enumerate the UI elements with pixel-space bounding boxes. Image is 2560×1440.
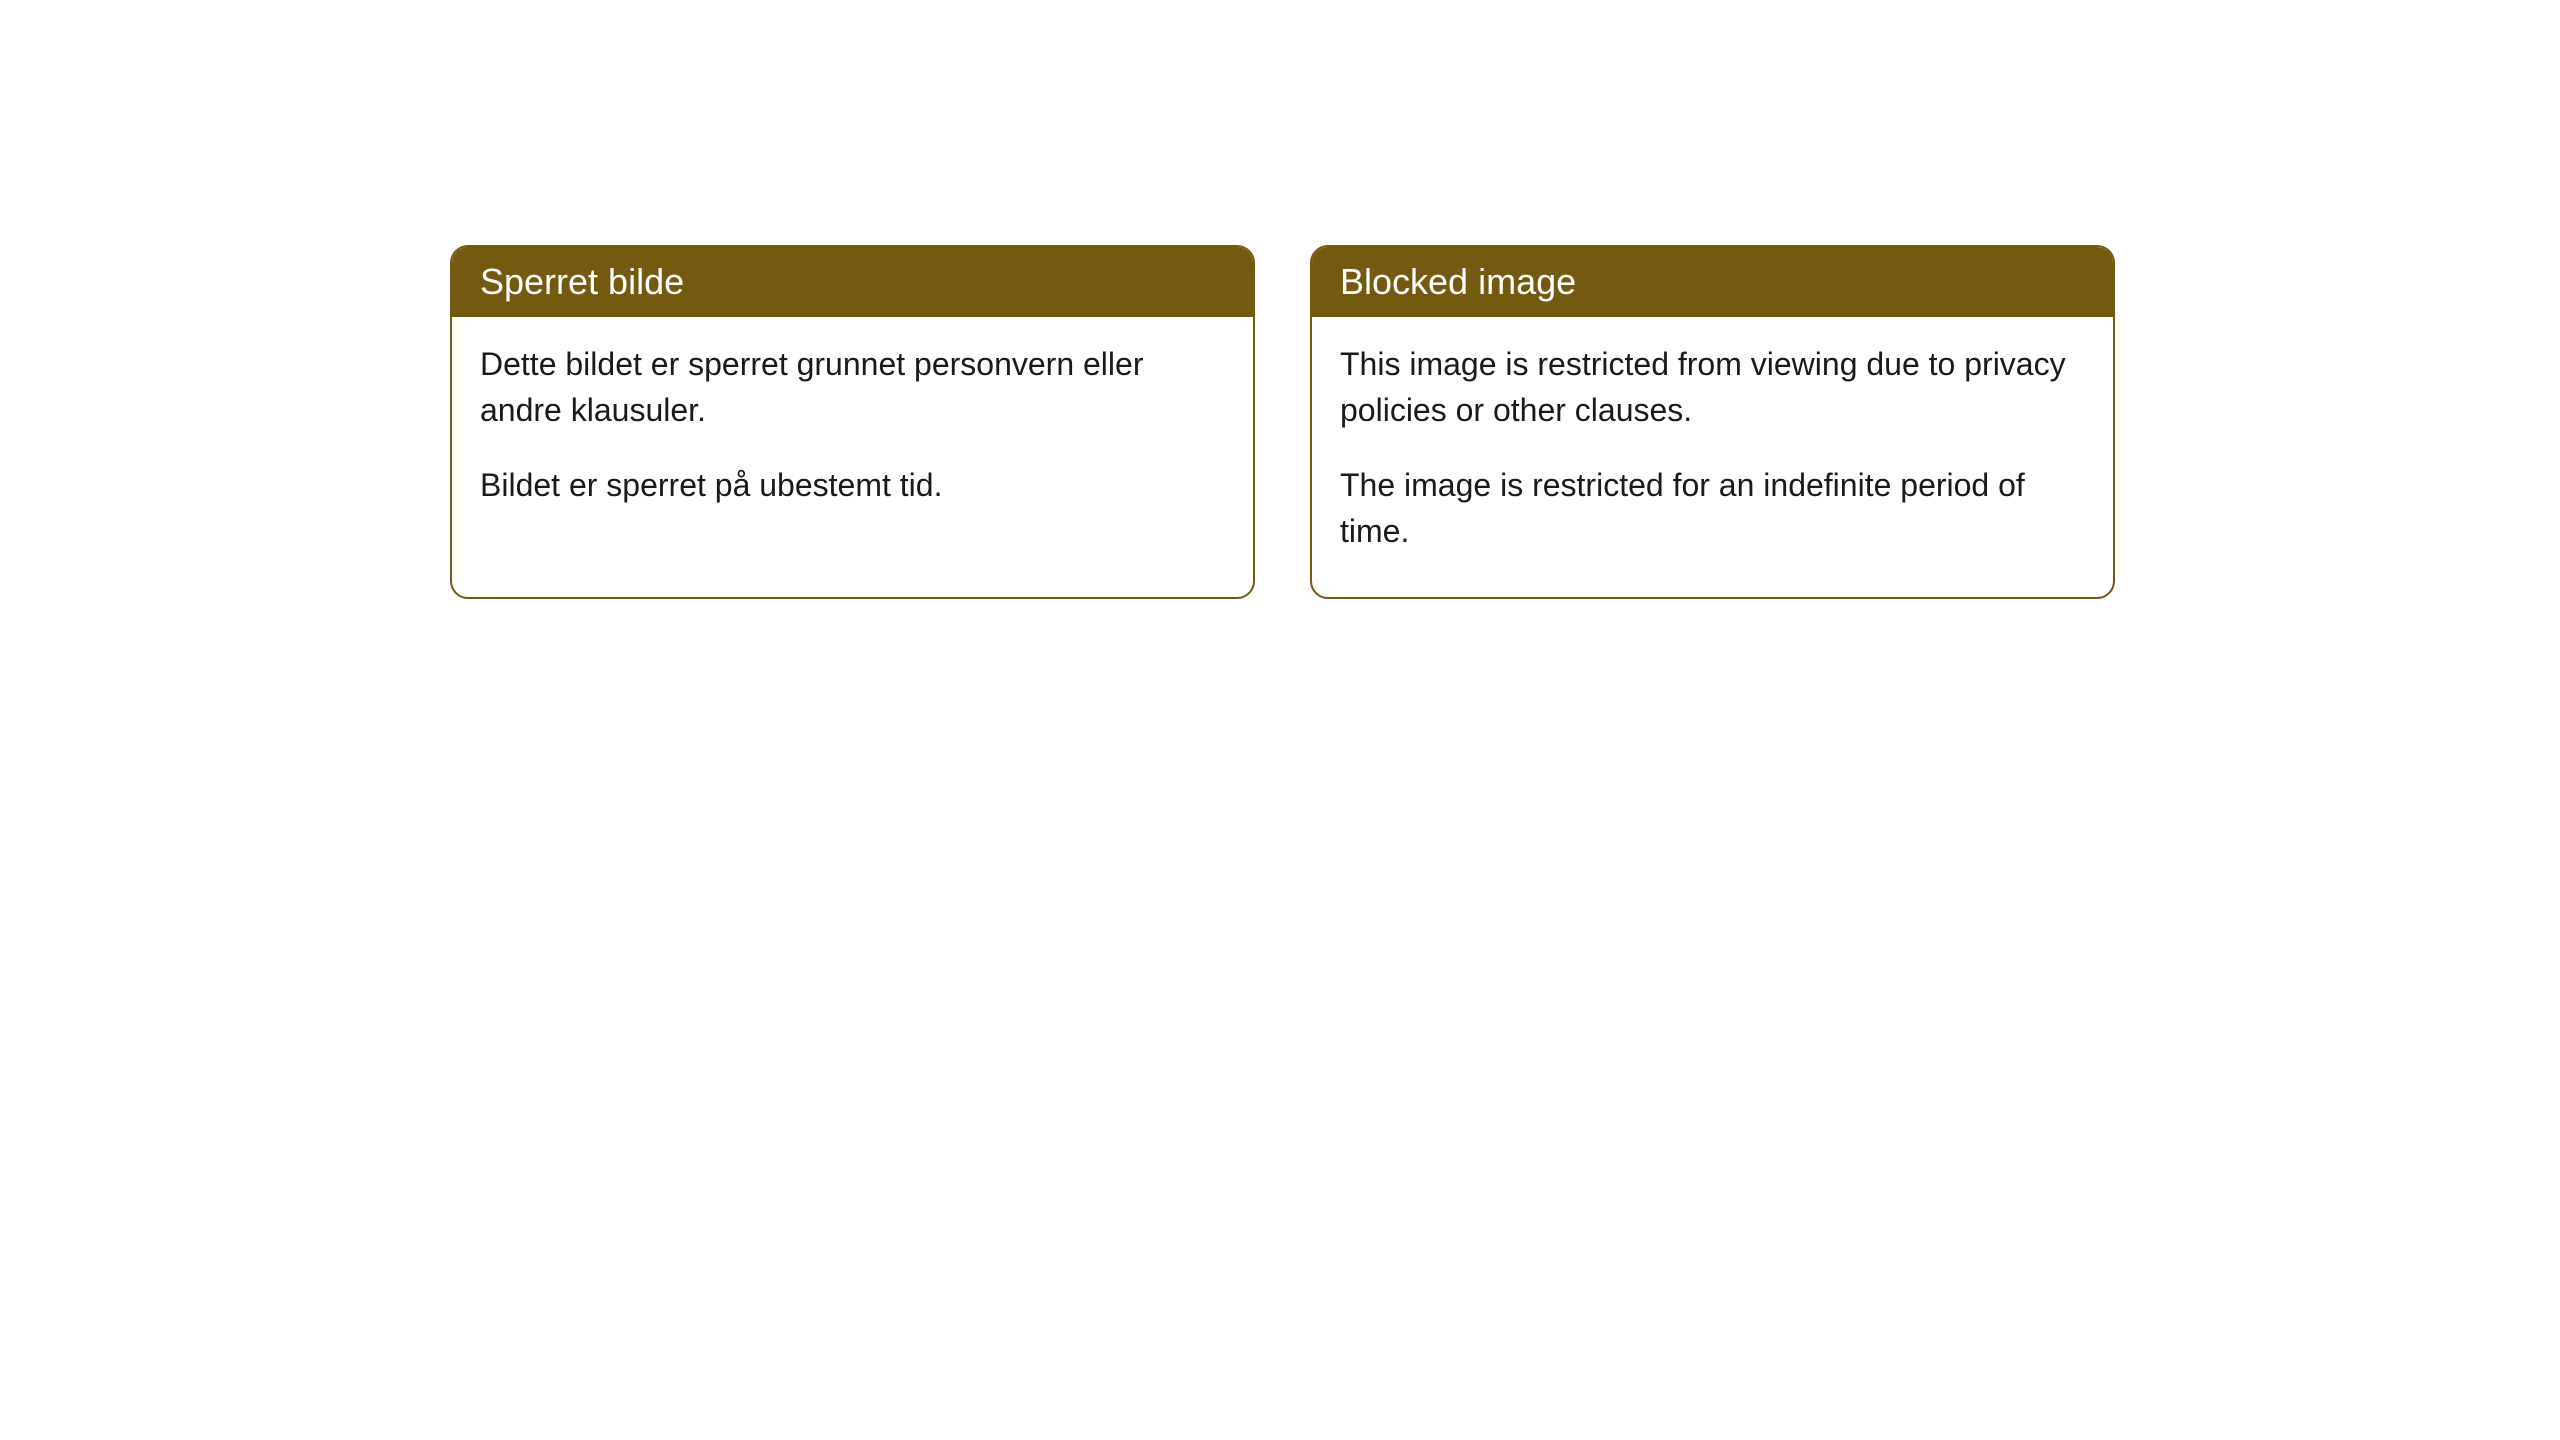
card-header: Sperret bilde <box>452 247 1253 317</box>
card-body: Dette bildet er sperret grunnet personve… <box>452 317 1253 550</box>
card-header: Blocked image <box>1312 247 2113 317</box>
card-title: Blocked image <box>1340 261 1576 302</box>
card-title: Sperret bilde <box>480 261 684 302</box>
card-paragraph: The image is restricted for an indefinit… <box>1340 462 2085 555</box>
card-paragraph: Bildet er sperret på ubestemt tid. <box>480 462 1225 508</box>
card-paragraph: This image is restricted from viewing du… <box>1340 341 2085 434</box>
card-body: This image is restricted from viewing du… <box>1312 317 2113 597</box>
card-paragraph: Dette bildet er sperret grunnet personve… <box>480 341 1225 434</box>
notice-cards-container: Sperret bilde Dette bildet er sperret gr… <box>450 245 2115 599</box>
notice-card-norwegian: Sperret bilde Dette bildet er sperret gr… <box>450 245 1255 599</box>
notice-card-english: Blocked image This image is restricted f… <box>1310 245 2115 599</box>
